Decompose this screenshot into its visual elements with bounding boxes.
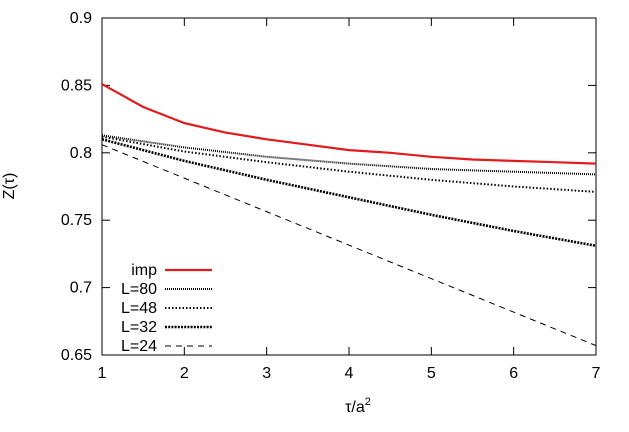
plot-frame (101, 17, 597, 356)
x-tick-label: 3 (262, 365, 271, 382)
y-tick-label: 0.85 (61, 77, 92, 94)
x-tick-label: 4 (345, 365, 354, 382)
legend-label: imp (131, 262, 157, 279)
y-tick-label: 0.75 (61, 212, 92, 229)
y-tick-label: 0.9 (70, 10, 92, 27)
x-axis-title-sup: 2 (365, 396, 371, 408)
series-line-l-48 (101, 135, 597, 193)
x-axis-title: τ/a2 (345, 396, 371, 416)
x-tick-label: 6 (509, 365, 518, 382)
series-line-l-80 (101, 134, 597, 176)
y-tick-label: 0.8 (70, 145, 92, 162)
y-axis-title: Z(τ) (1, 173, 18, 200)
y-tick-label: 0.7 (70, 280, 92, 297)
legend-label: L=80 (121, 281, 157, 298)
series-line-l-24 (101, 144, 597, 347)
legend-label: L=48 (121, 300, 157, 317)
x-tick-label: 1 (98, 365, 107, 382)
x-tick-label: 7 (592, 365, 601, 382)
series-line-imp (101, 83, 597, 165)
series-lines (101, 83, 597, 347)
legend: imp L=80 L=48 L=32 L=24 (121, 262, 212, 355)
x-tick-label: 2 (180, 365, 189, 382)
series-line-l-32 (101, 138, 597, 248)
y-tick-label: 0.65 (61, 347, 92, 364)
axis-ticks (101, 17, 597, 356)
legend-label: L=24 (121, 338, 157, 355)
axis-tick-labels: 1 2 3 4 5 6 7 0.65 0.7 0.75 0.8 0.85 0.9 (61, 10, 601, 382)
legend-label: L=32 (121, 319, 157, 336)
x-tick-label: 5 (427, 365, 436, 382)
x-axis-title-base: τ/a (345, 399, 365, 416)
